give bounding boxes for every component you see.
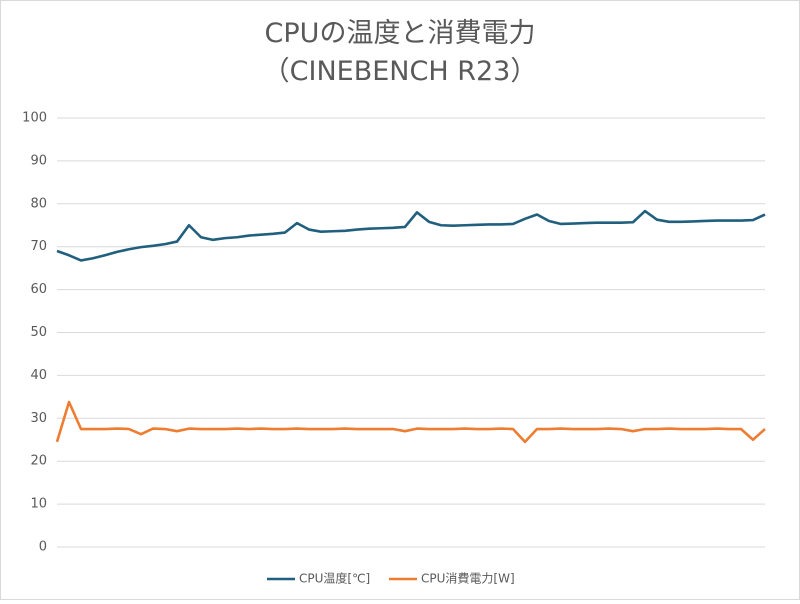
y-tick-label: 90 <box>30 153 47 168</box>
y-tick-label: 80 <box>30 196 47 211</box>
y-tick-label: 100 <box>22 111 47 126</box>
series-line <box>55 400 766 444</box>
y-tick-label: 20 <box>30 454 47 469</box>
y-tick-label: 50 <box>30 325 47 340</box>
y-tick-label: 40 <box>30 368 47 383</box>
y-tick-label: 70 <box>30 239 47 254</box>
y-tick-label: 60 <box>30 282 47 297</box>
y-tick-label: 10 <box>30 497 47 512</box>
chart-title: CPUの温度と消費電力 <box>265 18 536 49</box>
series-line <box>56 209 766 262</box>
y-tick-label: 0 <box>39 540 47 555</box>
chart-subtitle: （CINEBENCH R23） <box>263 56 538 87</box>
y-tick-label: 30 <box>30 411 47 426</box>
legend-label: CPU消費電力[W] <box>421 571 515 586</box>
legend-label: CPU温度[℃] <box>299 571 370 586</box>
